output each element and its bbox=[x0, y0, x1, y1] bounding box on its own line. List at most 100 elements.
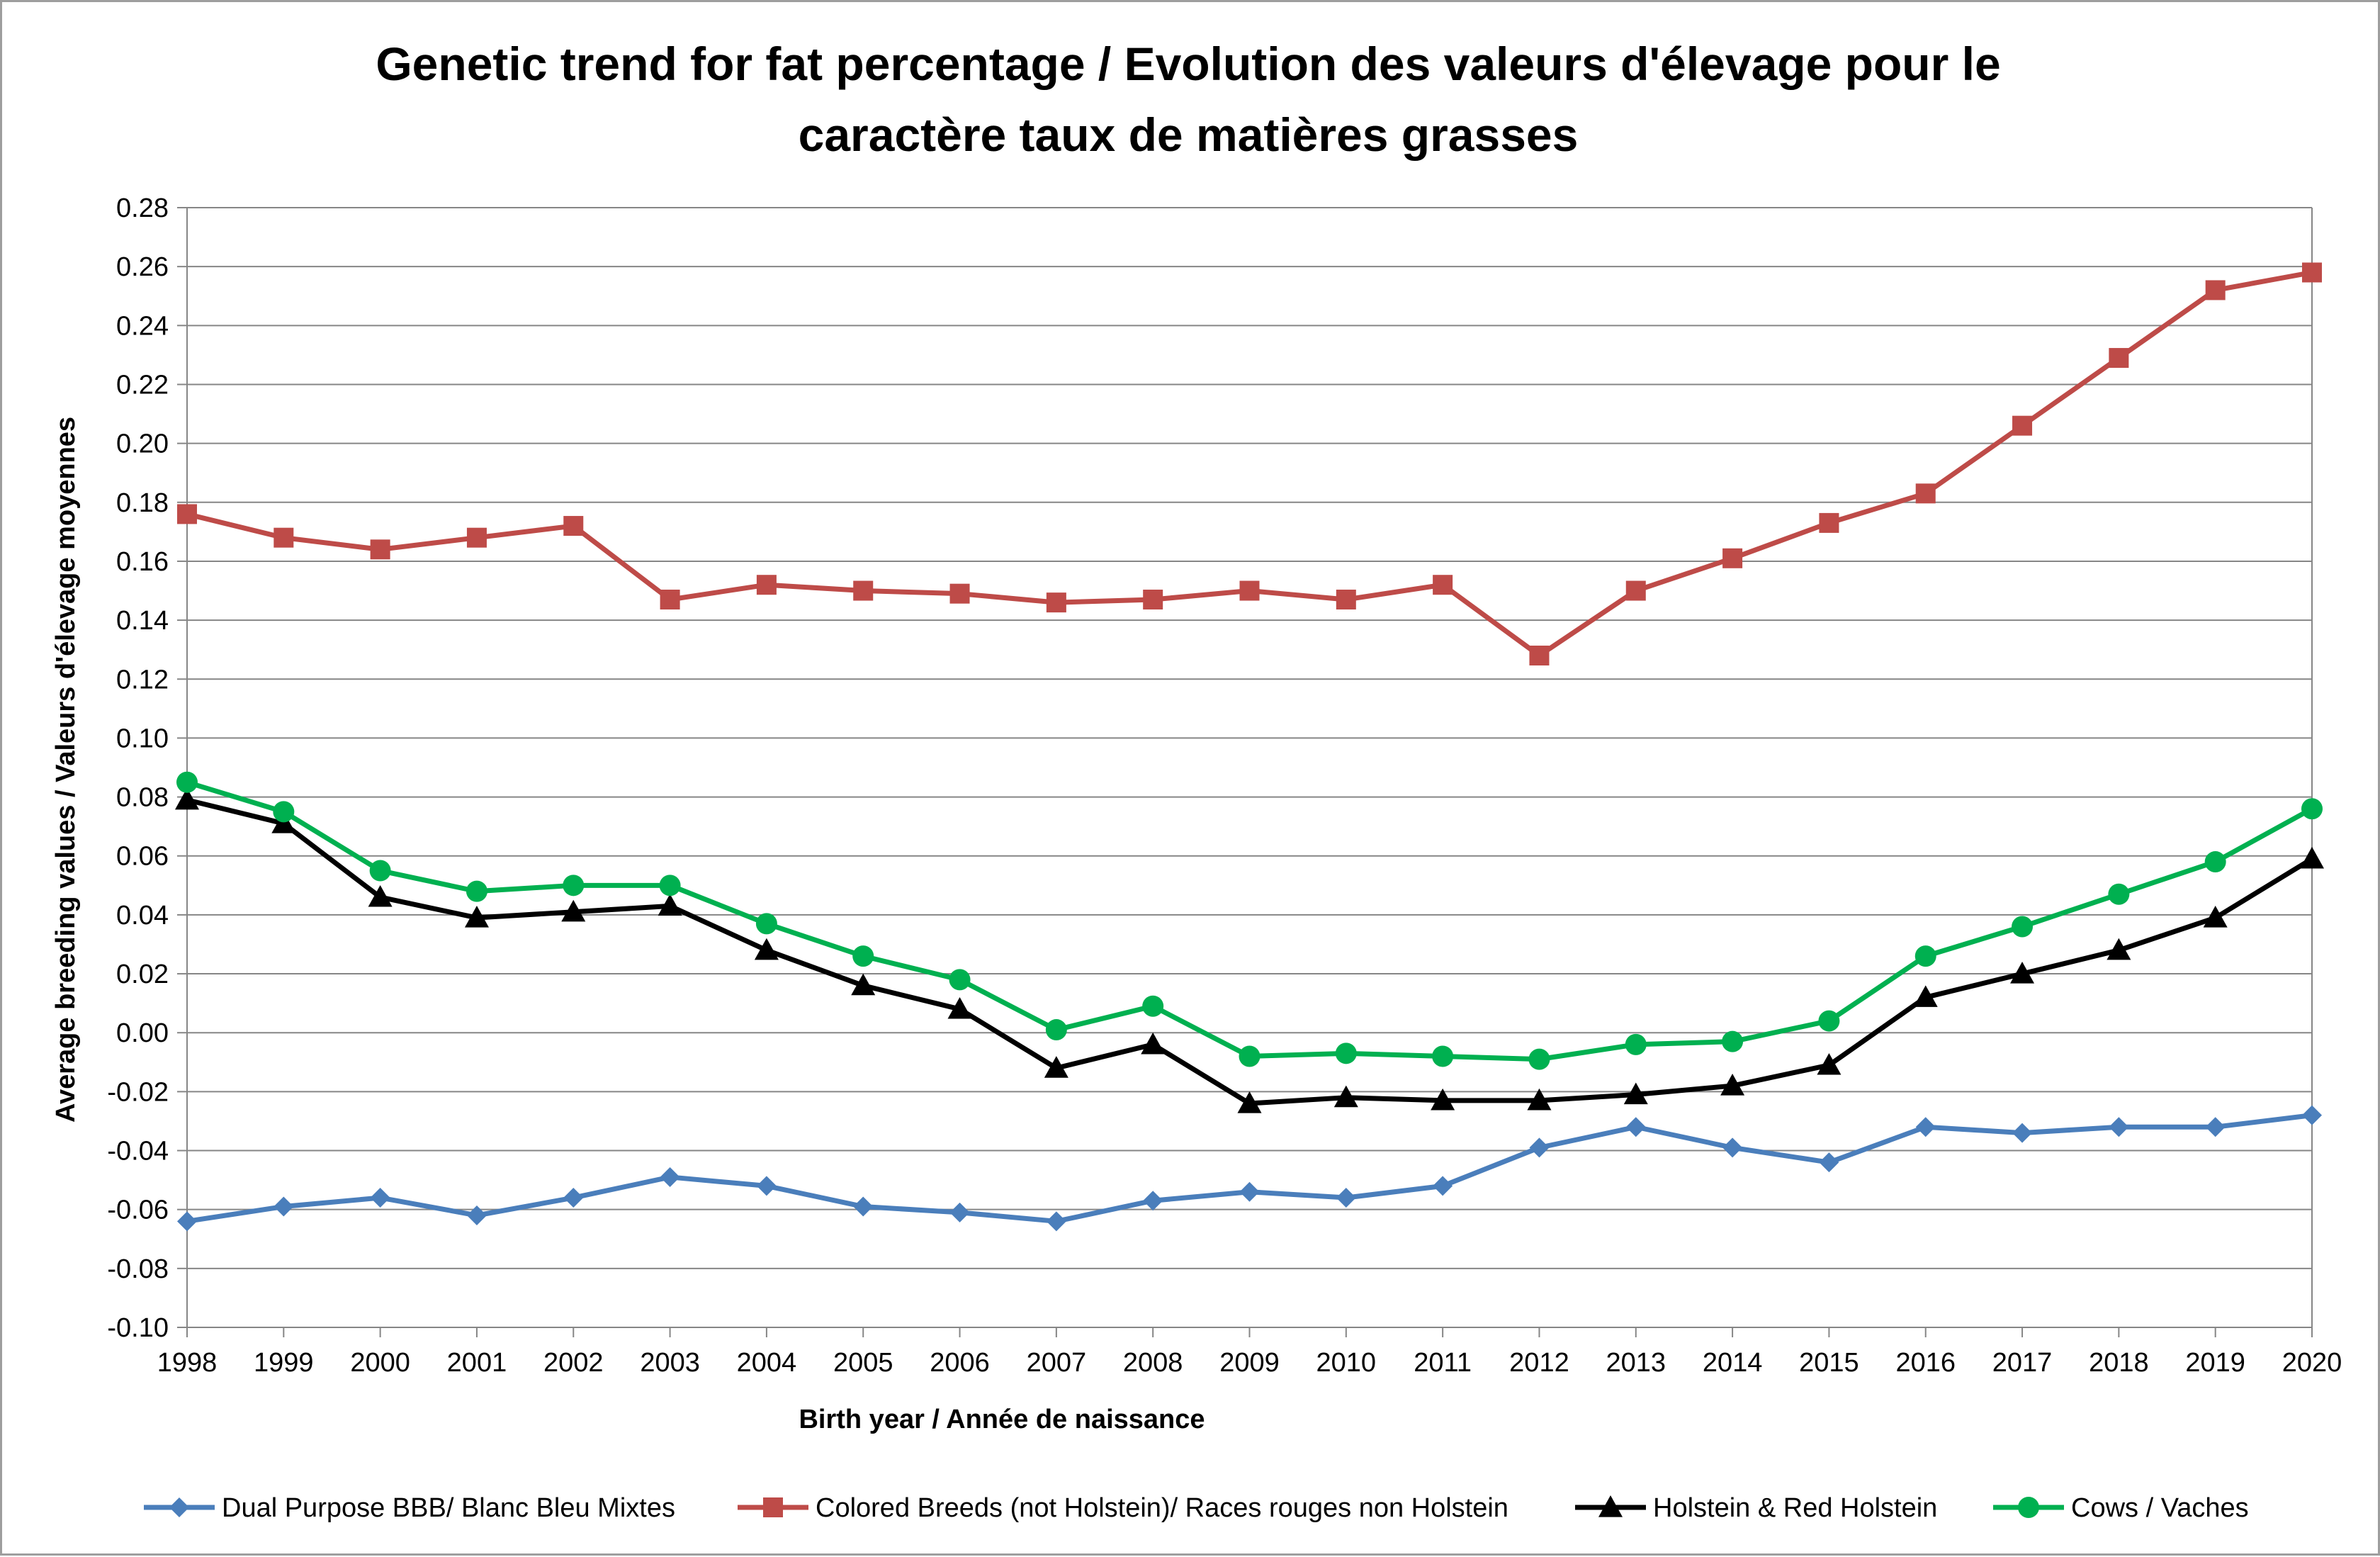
y-tick-label: 0.28 bbox=[116, 193, 169, 223]
y-tick-label: 0.24 bbox=[116, 311, 169, 341]
data-point bbox=[2109, 348, 2129, 369]
data-point bbox=[1141, 1032, 1166, 1055]
data-point bbox=[177, 1211, 197, 1232]
data-point bbox=[1625, 580, 1646, 601]
data-point bbox=[370, 1188, 390, 1208]
data-point bbox=[2302, 262, 2322, 283]
x-tick-label: 2015 bbox=[1799, 1348, 1859, 1378]
data-point bbox=[273, 801, 295, 823]
data-point bbox=[1817, 1052, 1842, 1075]
x-tick-label: 2010 bbox=[1316, 1348, 1377, 1378]
y-tick-label: 0.14 bbox=[116, 606, 169, 636]
x-tick-label: 2012 bbox=[1509, 1348, 1569, 1378]
data-point bbox=[2302, 1105, 2322, 1125]
data-point bbox=[2300, 846, 2324, 869]
x-tick-label: 2003 bbox=[640, 1348, 700, 1378]
x-tick-label: 2001 bbox=[447, 1348, 507, 1378]
x-tick-label: 2020 bbox=[2282, 1348, 2342, 1378]
y-tick-label: 0.18 bbox=[116, 488, 169, 518]
legend-marker bbox=[763, 1497, 783, 1517]
data-point bbox=[754, 938, 779, 960]
x-tick-label: 2008 bbox=[1123, 1348, 1183, 1378]
data-point bbox=[1336, 590, 1356, 609]
data-point bbox=[2109, 1117, 2129, 1137]
y-axis-tick-labels: -0.10 -0.08 -0.06 -0.04 -0.02 0.00 0.02 0.04 0.0… bbox=[107, 193, 169, 1343]
data-point bbox=[464, 906, 489, 928]
y-tick-label: 0.00 bbox=[116, 1018, 169, 1048]
data-point bbox=[2301, 798, 2323, 820]
data-point bbox=[1528, 1048, 1550, 1070]
y-tick-label: -0.02 bbox=[107, 1077, 169, 1107]
x-tick-label: 1999 bbox=[254, 1348, 314, 1378]
y-tick-label: 0.22 bbox=[116, 370, 169, 400]
y-tick-label: 0.06 bbox=[116, 842, 169, 872]
series-lines bbox=[175, 262, 2324, 1232]
legend-entry: Cows / Vaches bbox=[1993, 1493, 2249, 1523]
data-point bbox=[1818, 1010, 1840, 1032]
data-point bbox=[1819, 512, 1839, 533]
data-point bbox=[949, 583, 970, 604]
x-axis-title: Birth year / Année de naissance bbox=[799, 1405, 1205, 1434]
data-point bbox=[1915, 1117, 1936, 1137]
legend-label: Cows / Vaches bbox=[2071, 1493, 2249, 1523]
gridlines bbox=[187, 207, 2312, 1328]
data-point bbox=[1625, 1117, 1646, 1137]
data-point bbox=[466, 880, 487, 902]
x-tick-label: 2019 bbox=[2185, 1348, 2245, 1378]
data-point bbox=[1625, 1033, 1647, 1055]
y-tick-label: -0.08 bbox=[107, 1254, 169, 1284]
y-tick-label: 0.16 bbox=[116, 547, 169, 577]
y-axis-title: Average breeding values / Valeurs d'élev… bbox=[51, 417, 81, 1123]
legend-entry: Holstein & Red Holstein bbox=[1575, 1493, 1937, 1523]
data-point bbox=[1720, 1074, 1745, 1096]
x-tick-label: 2007 bbox=[1027, 1348, 1087, 1378]
data-point bbox=[466, 1205, 487, 1225]
data-point bbox=[2012, 1123, 2033, 1143]
data-point bbox=[1046, 1211, 1066, 1232]
data-point bbox=[563, 516, 584, 536]
data-point bbox=[949, 1202, 970, 1222]
y-tick-label: 0.08 bbox=[116, 783, 169, 813]
y-tick-label: -0.04 bbox=[107, 1137, 169, 1167]
data-point bbox=[563, 1188, 584, 1208]
x-axis-tick-labels: 1998 1999 2000 2001 2002 2003 2004 2005 2006 2007… bbox=[157, 1348, 2342, 1378]
legend: Dual Purpose BBB/ Blanc Bleu Mixtes Color… bbox=[144, 1493, 2249, 1523]
data-point bbox=[370, 539, 390, 560]
legend-entry: Dual Purpose BBB/ Blanc Bleu Mixtes bbox=[144, 1493, 675, 1523]
data-point bbox=[852, 945, 874, 967]
data-point bbox=[659, 875, 681, 896]
data-point bbox=[1142, 995, 1164, 1017]
y-tick-label: 0.12 bbox=[116, 665, 169, 695]
legend-marker bbox=[1598, 1495, 1623, 1517]
data-point bbox=[756, 575, 777, 595]
x-tick-label: 2006 bbox=[930, 1348, 990, 1378]
data-point bbox=[949, 969, 971, 991]
data-point bbox=[1433, 1176, 1453, 1196]
legend-label: Holstein & Red Holstein bbox=[1653, 1493, 1937, 1523]
legend-label: Colored Breeds (not Holstein)/ Races rou… bbox=[816, 1493, 1508, 1523]
legend-marker bbox=[169, 1497, 189, 1517]
series-line bbox=[186, 1113, 2313, 1224]
data-point bbox=[853, 1196, 874, 1217]
data-point bbox=[175, 787, 199, 810]
series-triangle bbox=[175, 787, 2324, 1113]
data-point bbox=[1819, 1152, 1839, 1173]
data-point bbox=[1527, 1088, 1552, 1111]
data-point bbox=[2010, 962, 2035, 984]
data-point bbox=[2107, 938, 2131, 960]
y-tick-label: 0.20 bbox=[116, 429, 169, 459]
data-point bbox=[2204, 851, 2226, 873]
data-point bbox=[1335, 1042, 1357, 1064]
data-point bbox=[368, 884, 393, 907]
data-point bbox=[2205, 280, 2226, 300]
x-tick-label: 2002 bbox=[543, 1348, 604, 1378]
data-point bbox=[563, 875, 585, 896]
data-point bbox=[466, 527, 487, 548]
data-point bbox=[1722, 548, 1743, 568]
y-tick-label: 0.10 bbox=[116, 724, 169, 753]
data-point bbox=[1529, 646, 1550, 665]
data-point bbox=[1237, 1091, 1262, 1113]
data-point bbox=[1045, 1019, 1067, 1041]
